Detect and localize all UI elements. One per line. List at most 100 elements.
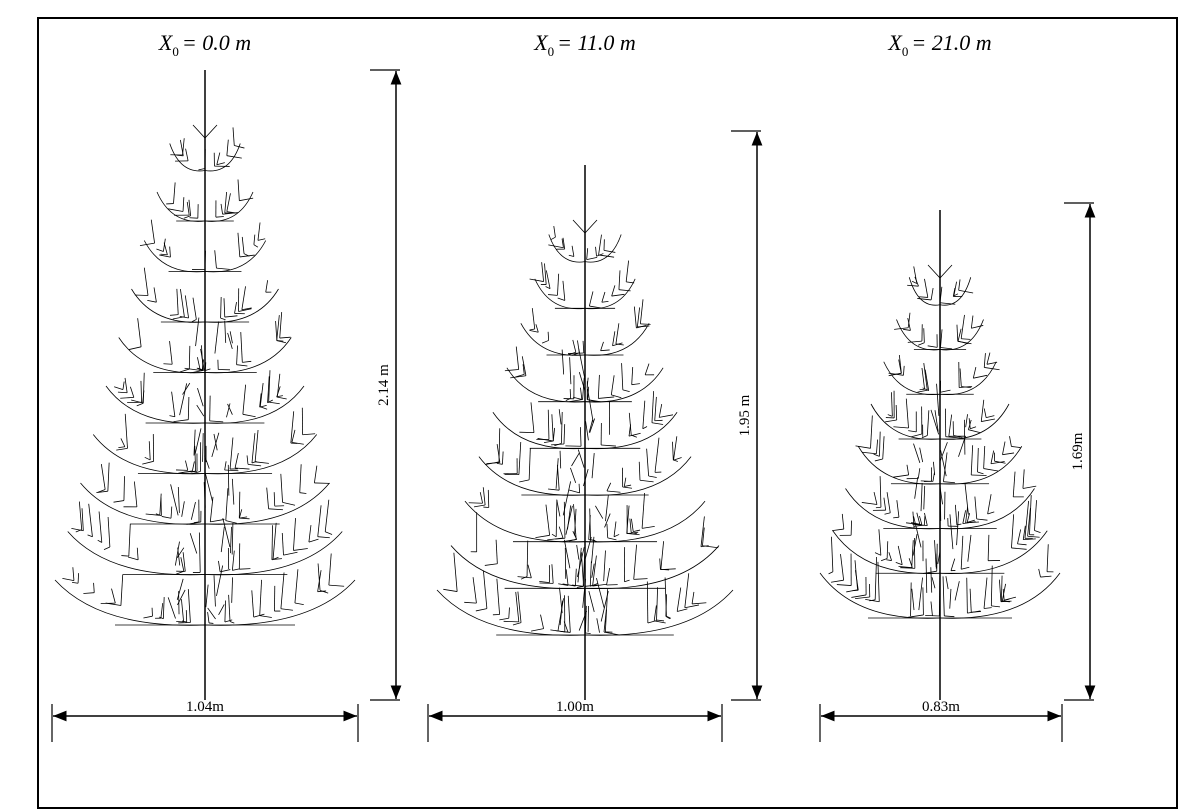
twig (225, 461, 226, 470)
twig (875, 459, 883, 461)
twig (634, 579, 648, 580)
twig (981, 419, 995, 422)
twig (619, 270, 620, 289)
twig (879, 529, 881, 555)
twig (960, 368, 961, 386)
twig (961, 339, 970, 340)
twig (94, 583, 95, 593)
twig (142, 461, 153, 464)
branch (858, 446, 940, 484)
twig (239, 517, 247, 518)
branch (493, 412, 585, 448)
branch (585, 368, 663, 402)
twig (611, 375, 614, 395)
twig (505, 370, 519, 371)
twig (1028, 536, 1040, 537)
twig (896, 562, 902, 564)
twig (559, 409, 561, 424)
twig (101, 464, 105, 489)
twig (144, 268, 148, 296)
twig (967, 578, 968, 613)
twig (212, 433, 219, 457)
twig (677, 609, 687, 612)
twig (182, 501, 185, 517)
twig (946, 576, 948, 589)
twig (1017, 544, 1026, 545)
twig (585, 537, 591, 559)
twig (881, 559, 887, 561)
twig (616, 323, 619, 344)
twig (862, 452, 876, 454)
twig (230, 527, 231, 553)
twig (121, 438, 125, 446)
twig (546, 270, 550, 288)
twig (239, 198, 253, 201)
twig (476, 609, 487, 611)
twig (474, 505, 485, 507)
twig (62, 578, 74, 580)
twig (672, 442, 673, 460)
twig (114, 501, 124, 503)
twig (984, 408, 986, 417)
twig (971, 325, 983, 328)
twig (632, 384, 640, 385)
twig (118, 392, 127, 393)
title-subscript: 0 (902, 44, 909, 59)
twig (981, 400, 984, 422)
branch (585, 501, 705, 542)
branch (205, 435, 317, 474)
branch (205, 386, 304, 423)
twig (83, 593, 94, 594)
twig (874, 492, 877, 504)
twig (283, 502, 295, 505)
twig (579, 484, 580, 493)
twig (232, 479, 234, 505)
twig (1017, 529, 1020, 543)
twig (988, 512, 995, 514)
twig (951, 559, 955, 571)
twig (596, 578, 604, 608)
twig (893, 517, 899, 518)
twig (692, 603, 706, 604)
title-subscript: 0 (548, 44, 555, 59)
twig (237, 346, 238, 365)
twig (940, 347, 952, 348)
twig (118, 447, 124, 448)
twig (454, 553, 457, 592)
twig (531, 629, 544, 631)
twig (988, 494, 991, 514)
twig (185, 461, 187, 471)
twig (239, 569, 250, 570)
twig (649, 476, 657, 478)
twig (612, 285, 615, 296)
twig (269, 402, 280, 404)
twig (544, 263, 546, 284)
twig (633, 530, 640, 532)
twig (984, 469, 998, 471)
twig (516, 347, 518, 370)
branch (871, 404, 940, 439)
branch (465, 501, 585, 542)
twig (180, 369, 189, 372)
twig (82, 508, 83, 531)
height-label: 1.69m (1070, 432, 1086, 470)
twig (855, 570, 858, 590)
twig (915, 477, 918, 498)
twig (965, 483, 968, 514)
tree-panel: X0= 21.0 m1.69m0.83m (820, 30, 1094, 742)
twig (583, 469, 588, 486)
twig (654, 605, 656, 620)
twig (557, 500, 560, 517)
twig (878, 562, 879, 602)
twig (191, 502, 195, 520)
twig (954, 282, 957, 296)
twig (918, 343, 924, 346)
branch (119, 338, 205, 373)
twig (970, 589, 971, 612)
twig (652, 391, 654, 423)
twig (188, 589, 190, 622)
twig (483, 487, 485, 505)
twig (173, 182, 175, 203)
twig (79, 502, 81, 530)
twig (129, 347, 141, 350)
